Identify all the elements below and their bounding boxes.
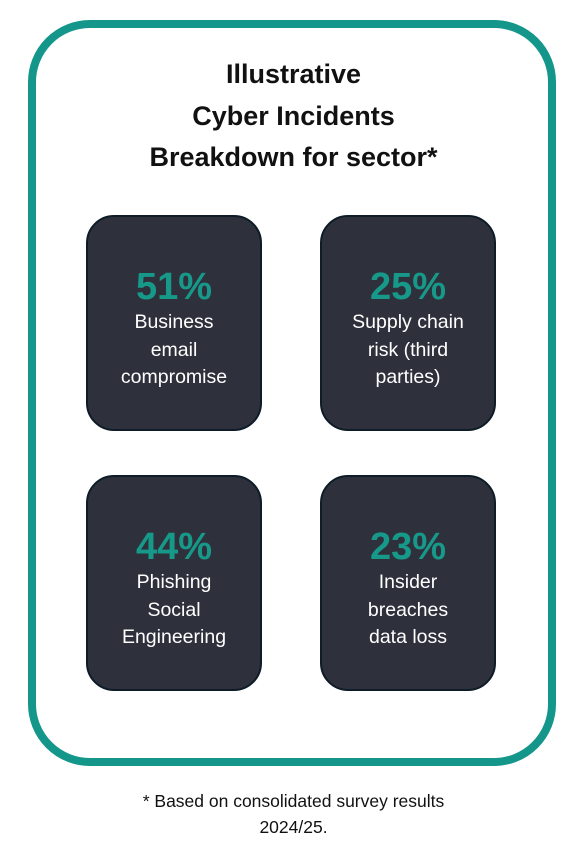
label-line: parties) (375, 366, 441, 388)
label-line: Insider (378, 571, 438, 593)
stat-card: 23% Insider breaches data loss (320, 475, 496, 691)
footnote: * Based on consolidated survey results 20… (0, 788, 587, 840)
stat-card: 25% Supply chain risk (third parties) (320, 215, 496, 431)
percent: 23% (369, 526, 447, 568)
footnote-line: 2024/25. (259, 817, 328, 837)
percent: 25% (369, 266, 447, 308)
stat-card: 51% Business email compromise (86, 215, 262, 431)
title-line: Cyber Incidents (192, 100, 395, 131)
label-line: email (150, 338, 198, 361)
label-line: Social (147, 598, 201, 621)
title-line: Illustrative (225, 59, 362, 89)
percent: 51% (135, 266, 213, 308)
label-line: Engineering (121, 626, 227, 648)
label-line: Supply chain (352, 311, 464, 333)
card-label: Phishing Social Engineering (88, 569, 260, 652)
card-label: Insider breaches data loss (322, 569, 494, 652)
percent: 44% (135, 526, 213, 568)
card-label: Business email compromise (88, 309, 260, 392)
card-label: Supply chain risk (third parties) (322, 309, 494, 392)
title: Illustrative Cyber Incidents Breakdown for… (0, 54, 587, 179)
title-line: Breakdown for sector* (149, 142, 438, 172)
label-line: compromise (120, 366, 228, 388)
footnote-line: * Based on consolidated survey results (142, 791, 445, 811)
label-line: Phishing (136, 571, 212, 593)
label-line: data loss (368, 626, 448, 648)
label-line: risk (third (367, 338, 449, 361)
label-line: Business (134, 311, 214, 333)
label-line: breaches (367, 598, 449, 621)
stat-card: 44% Phishing Social Engineering (86, 475, 262, 691)
